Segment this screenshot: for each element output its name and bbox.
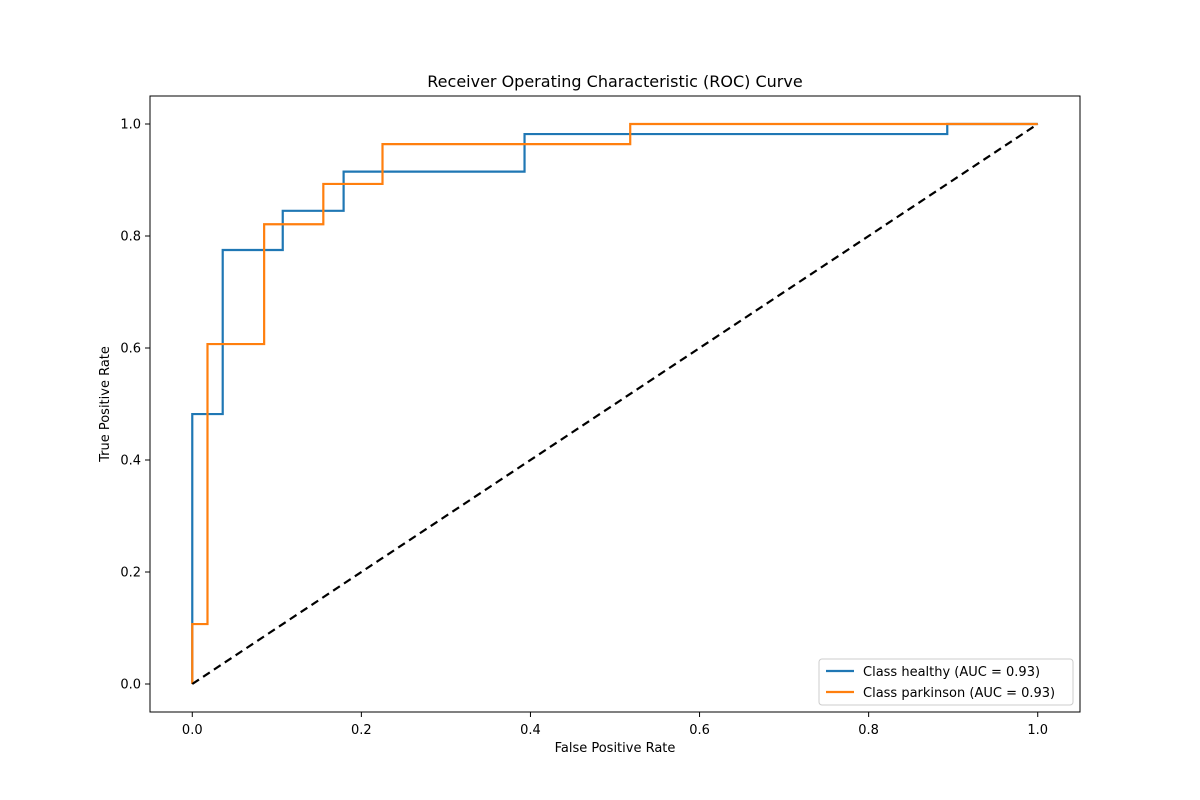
legend-label: Class parkinson (AUC = 0.93) <box>863 686 1055 701</box>
x-tick-label: 0.0 <box>182 723 203 738</box>
y-axis-label: True Positive Rate <box>98 346 113 463</box>
x-tick-label: 0.8 <box>858 723 879 738</box>
x-axis-ticks: 0.0 0.2 0.4 0.6 0.8 1.0 <box>182 712 1048 738</box>
y-axis-ticks: 0.0 0.2 0.4 0.6 0.8 1.0 <box>120 118 150 693</box>
x-tick-label: 0.4 <box>520 723 541 738</box>
legend: Class healthy (AUC = 0.93) Class parkinso… <box>818 658 1074 706</box>
y-tick-label: 0.4 <box>120 454 141 469</box>
x-tick-label: 1.0 <box>1027 723 1048 738</box>
x-axis-label: False Positive Rate <box>555 741 676 756</box>
y-tick-label: 0.2 <box>120 566 141 581</box>
legend-label: Class healthy (AUC = 0.93) <box>863 665 1040 680</box>
legend-box <box>818 658 1074 706</box>
chart-title: Receiver Operating Characteristic (ROC) … <box>427 72 802 91</box>
roc-series-line-0 <box>191 122 1038 684</box>
x-tick-label: 0.6 <box>689 723 710 738</box>
y-tick-label: 0.8 <box>120 230 141 245</box>
chance-diagonal-line <box>191 123 1039 685</box>
y-tick-label: 1.0 <box>120 118 141 133</box>
y-tick-label: 0.0 <box>120 678 141 693</box>
x-tick-label: 0.2 <box>351 723 372 738</box>
plot-frame <box>149 95 1081 713</box>
roc-series-line-1 <box>191 122 1038 684</box>
plot-lines <box>191 122 1039 685</box>
y-tick-label: 0.6 <box>120 342 141 357</box>
